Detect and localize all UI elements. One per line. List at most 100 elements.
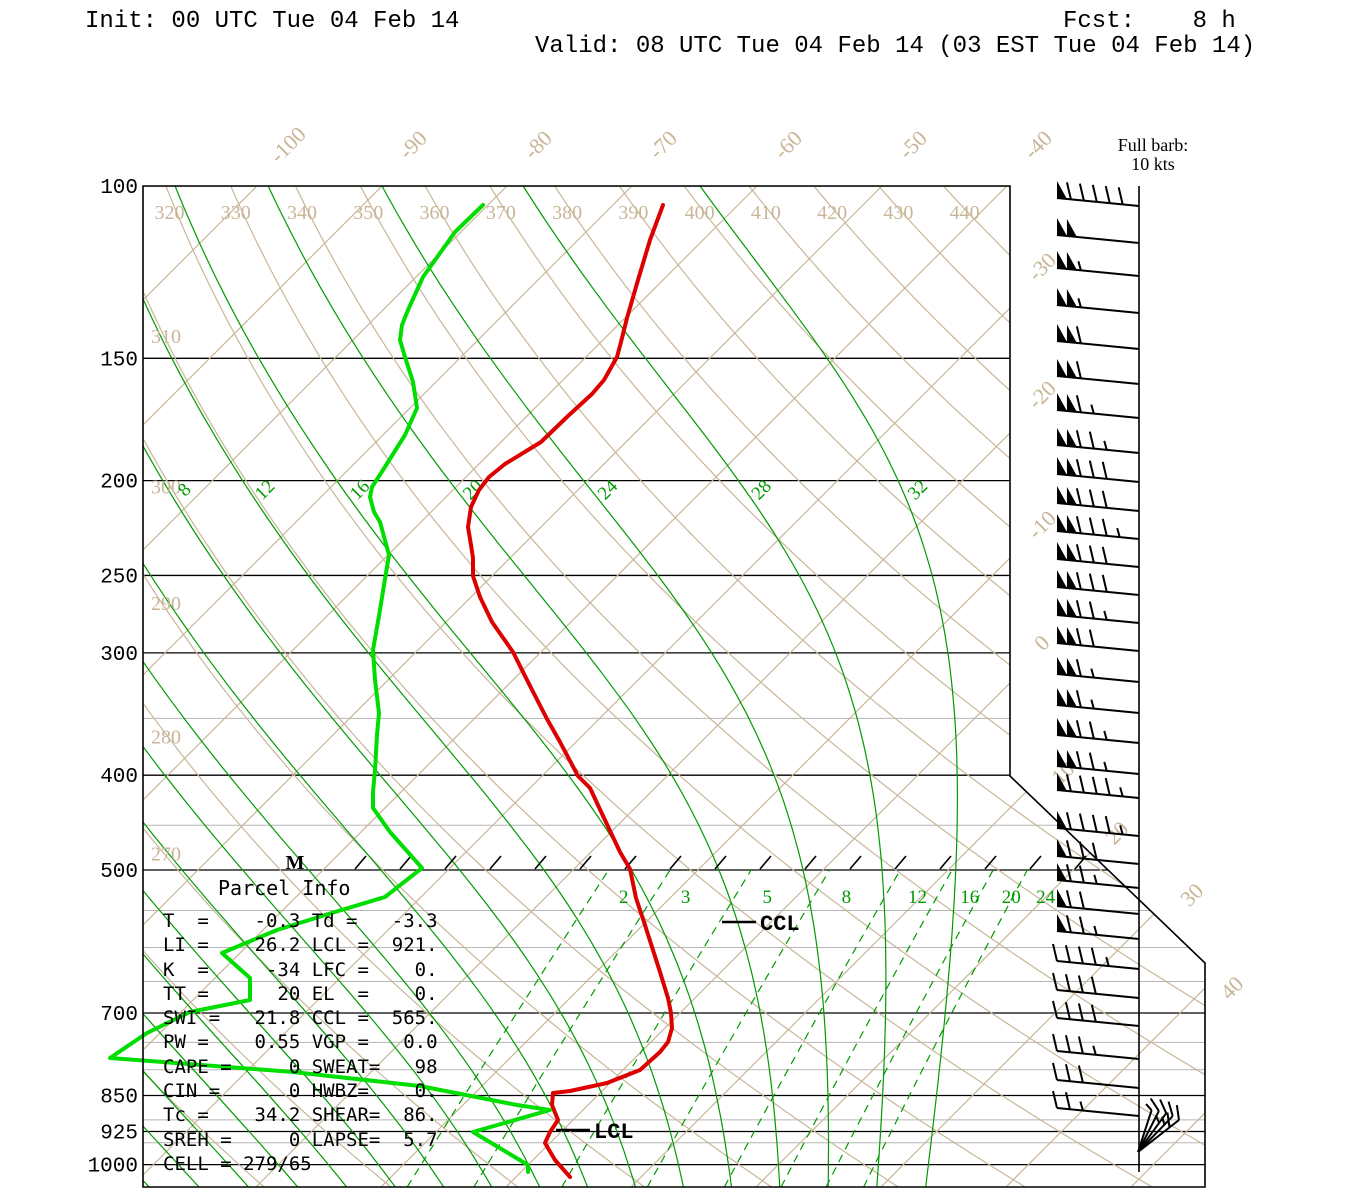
pennant-50kt [1066,749,1077,768]
full-barb-10kt [1075,459,1082,477]
barb-staff [1056,340,1140,350]
full-barb-10kt [1075,430,1082,448]
wind-barb [1052,1000,1140,1027]
surface-wind-barb [1137,1097,1160,1153]
isotherm-line [1005,186,1205,1187]
isotherm-line [143,186,383,1187]
parcel-info-row: TT = 20 EL = 0. [163,982,438,1005]
pennant-50kt [1066,288,1077,307]
pressure-axis-label: 300 [100,644,138,667]
wind-barb [1056,181,1140,207]
half-barb-5kt [1119,825,1124,835]
dry-adiabat-line [1072,186,1205,1187]
barb-staff [1056,905,1140,915]
moist-adiabat-line [143,186,636,1187]
isotherm-label-top: -40 [1018,125,1056,163]
dry-adiabat-line [878,186,1205,1187]
parcel-info-row: CIN = 0 HWBZ= 0. [163,1080,438,1103]
full-barb-10kt [1101,574,1108,593]
dry-adiabat-line [618,186,1205,1187]
hatch-mark [759,855,772,870]
barb-staff [1056,197,1140,207]
pressure-axis-label: 200 [100,472,138,495]
moist-adiabat-line [143,186,589,1187]
barb-staff [1056,409,1140,419]
half-barb-5kt [1077,261,1082,271]
barb-staff [1056,444,1140,454]
dry-adiabat-label-top: 430 [883,202,913,224]
full-barb-10kt [1052,943,1058,962]
pressure-axis-label: 1000 [88,1156,138,1179]
svg-text:CCL: CCL [760,912,800,937]
wind-barb [1056,688,1140,714]
hatch-mark [804,855,817,870]
hatch-marks-500mb [354,855,1087,870]
full-barb-10kt [1078,775,1085,793]
barb-staff [1056,1017,1140,1027]
isotherm-line [143,186,758,1187]
pennant-50kt [1057,542,1067,560]
full-barb-10kt [1088,431,1095,449]
barb-staff [1137,1112,1168,1153]
full-barb-10kt [1088,517,1095,535]
full-barb-10kt [1078,183,1085,201]
wind-barb [1056,542,1140,568]
mixing-ratio-label: 8 [842,887,852,908]
full-barb-10kt [1167,1101,1174,1117]
pennant-50kt [1057,626,1067,644]
full-barb-10kt [1101,461,1108,480]
full-barb-10kt [1065,840,1072,858]
dry-adiabat-line [813,186,1205,1187]
barb-staff [1056,960,1140,970]
temperature-curve [466,203,674,1179]
mixing-ratio-label: 2 [619,887,629,908]
full-barb-10kt [1078,891,1085,909]
dry-adiabat-line [489,186,1205,1187]
parcel-info-row: SWI = 21.8 CCL = 565. [163,1007,438,1030]
isotherm-label-top: -50 [893,125,931,163]
hatch-mark [939,855,952,870]
full-barb-10kt [1104,777,1111,796]
dry-adiabat-line [143,186,772,1187]
isotherm-label-right: 0 [1029,630,1054,655]
barb-staff [1137,1115,1174,1153]
full-barb-10kt [1091,842,1098,861]
ccl-marker: CCL [722,912,800,937]
full-barb-10kt [1077,946,1084,964]
full-barb-10kt [1075,751,1082,769]
full-barb-10kt [1077,1036,1084,1054]
barb-staff [1056,267,1140,277]
full-barb-10kt [1104,815,1111,834]
full-barb-10kt [1065,182,1072,200]
half-barb-5kt [1093,874,1098,885]
full-barb-10kt [1075,326,1082,344]
isotherm-line [143,186,883,1187]
mixing-ratio-label: 12 [908,887,927,908]
half-barb-5kt [1103,610,1108,621]
isotherm-line [630,186,1205,1187]
barb-legend-line1: Full barb: [1117,135,1189,155]
mixing-ratio-line [406,869,610,1187]
barb-staff [1056,1050,1140,1060]
dry-adiabat-line [683,186,1205,1187]
barb-staff [1137,1110,1160,1153]
moist-adiabat-line [143,186,348,1187]
pressure-axis-label: 100 [100,177,138,200]
full-barb-10kt [1088,752,1095,770]
hatch-mark [1029,855,1042,870]
surface-wind-barb [1137,1103,1153,1153]
full-barb-10kt [1052,1000,1058,1019]
full-barb-10kt [1149,1097,1160,1112]
full-barb-10kt [1065,915,1072,933]
lcl-marker: LCL [556,1120,634,1145]
isotherm-line [143,186,633,1187]
pennant-50kt [1066,657,1077,676]
pennant-50kt [1057,288,1067,306]
pennant-50kt [1057,749,1067,767]
full-barb-10kt [1075,572,1082,590]
full-barb-10kt [1090,976,1097,995]
parcel-info-title: Parcel Info [218,876,351,900]
pennant-50kt [1066,598,1077,617]
parcel-info-row: CAPE = 0 SWEAT= 98 [163,1055,438,1078]
